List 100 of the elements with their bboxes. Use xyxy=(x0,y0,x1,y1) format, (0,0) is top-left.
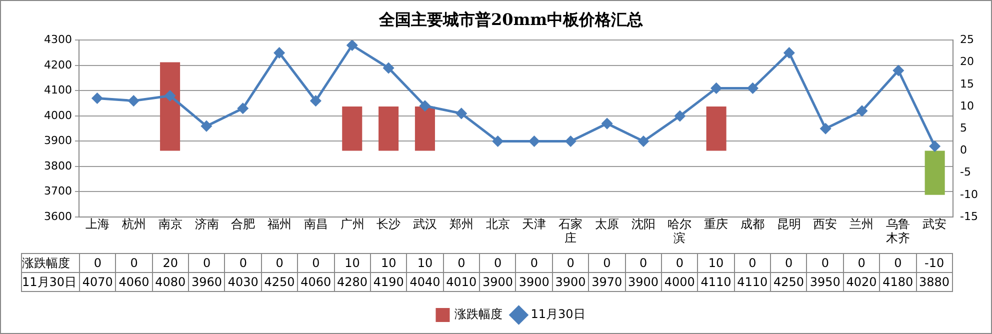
data-label: 3960 xyxy=(188,272,225,292)
bar xyxy=(414,106,435,151)
data-label: 4030 xyxy=(224,272,262,292)
x-tick-label: 天津 xyxy=(521,217,548,233)
point xyxy=(274,48,285,58)
x-tick-label: 长沙 xyxy=(376,217,402,233)
x-tick-label: 武汉 xyxy=(412,217,438,233)
data-label: 0 xyxy=(516,254,552,272)
data-label: 3900 xyxy=(480,272,516,292)
point xyxy=(238,103,248,114)
data-label: 3970 xyxy=(588,272,626,292)
point xyxy=(565,136,576,146)
x-tick-label: 广州 xyxy=(339,217,366,233)
data-label: 0 xyxy=(734,254,771,272)
data-label: 4280 xyxy=(334,272,370,292)
data-label: 3880 xyxy=(916,272,953,292)
data-label: 3950 xyxy=(806,272,844,292)
data-label: 4060 xyxy=(116,272,152,292)
x-tick-label: 兰州 xyxy=(848,217,875,233)
x-tick-label: 乌鲁木齐 xyxy=(884,217,911,247)
data-label: 4010 xyxy=(443,272,480,292)
x-tick-label: 北京 xyxy=(484,217,511,233)
y-tick-label: 4300 xyxy=(44,33,72,46)
data-label: 0 xyxy=(661,254,698,272)
point xyxy=(456,108,467,119)
point xyxy=(856,106,868,116)
data-label: 0 xyxy=(588,254,626,272)
point xyxy=(820,123,831,134)
data-label: 0 xyxy=(224,254,262,272)
data-label: 4110 xyxy=(698,272,734,292)
data-label: 3900 xyxy=(516,272,552,292)
x-tick-label: 南京 xyxy=(157,217,184,233)
x-tick-label: 石家庄 xyxy=(558,217,584,247)
y-tick-label: 3800 xyxy=(44,159,72,172)
point xyxy=(128,96,139,106)
y-tick-label: 3900 xyxy=(44,134,72,148)
point xyxy=(201,120,212,132)
point xyxy=(638,136,649,146)
x-tick-label: 昆明 xyxy=(776,217,802,233)
y2-tick-label: -15 xyxy=(960,210,978,223)
point xyxy=(893,65,904,76)
y-tick-label: 3600 xyxy=(44,210,72,223)
x-tick-label: 西安 xyxy=(812,217,838,233)
data-label: 0 xyxy=(625,254,662,272)
data-label: 0 xyxy=(298,254,334,272)
data-label: 4000 xyxy=(661,272,698,292)
text: 11月30日 xyxy=(22,275,77,289)
data-label: 0 xyxy=(880,254,916,272)
data-label: 0 xyxy=(843,254,880,272)
x-tick-label: 武安 xyxy=(921,217,948,233)
data-label: 4180 xyxy=(880,272,916,292)
y2-tick-label: 5 xyxy=(960,121,968,134)
data-label: 4190 xyxy=(370,272,407,292)
point xyxy=(310,96,321,106)
data-label: -10 xyxy=(916,254,953,272)
data-label: 4110 xyxy=(734,272,771,292)
point xyxy=(747,82,758,94)
data-label: 10 xyxy=(370,254,407,272)
x-tick-label: 成都 xyxy=(739,217,766,233)
data-label: 0 xyxy=(261,254,298,272)
data-label: 10 xyxy=(334,254,370,272)
data-label: 0 xyxy=(116,254,152,272)
bar xyxy=(924,150,945,195)
y-tick-label: 3700 xyxy=(44,184,72,198)
data-label: 4070 xyxy=(79,272,116,292)
data-label: 4250 xyxy=(770,272,807,292)
data-label: 0 xyxy=(480,254,516,272)
point xyxy=(528,136,540,146)
point xyxy=(383,62,394,74)
bar xyxy=(378,106,399,151)
x-tick-label: 福州 xyxy=(266,217,293,233)
x-tick-label: 杭州 xyxy=(121,217,148,233)
x-tick-label: 重庆 xyxy=(703,217,730,233)
y-tick-label: 4100 xyxy=(44,84,72,97)
point xyxy=(346,40,358,50)
x-tick-label: 济南 xyxy=(194,217,220,233)
data-label: 4020 xyxy=(843,272,880,292)
y2-tick-label: -5 xyxy=(960,166,972,179)
bar xyxy=(160,62,180,151)
data-label: 4060 xyxy=(298,272,334,292)
data-label: 20 xyxy=(152,254,189,272)
data-label: 0 xyxy=(79,254,116,272)
y-tick-label: 4000 xyxy=(44,108,72,122)
data-label: 0 xyxy=(770,254,807,272)
point xyxy=(784,48,794,58)
point xyxy=(420,100,430,112)
legend-label: 11月30日 xyxy=(530,307,586,322)
data-label: 0 xyxy=(552,254,589,272)
point xyxy=(492,136,504,146)
data-label: 10 xyxy=(698,254,734,272)
data-label: 4040 xyxy=(406,272,444,292)
bar xyxy=(706,106,726,151)
x-tick-label: 哈尔滨 xyxy=(666,217,693,247)
data-label: 0 xyxy=(806,254,844,272)
data-label: 4250 xyxy=(261,272,298,292)
y-tick-label: 4200 xyxy=(44,58,72,72)
y2-tick-label: 0 xyxy=(960,144,968,157)
x-tick-label: 南昌 xyxy=(302,217,329,233)
y2-tick-label: 15 xyxy=(960,77,974,90)
data-label: 0 xyxy=(188,254,225,272)
